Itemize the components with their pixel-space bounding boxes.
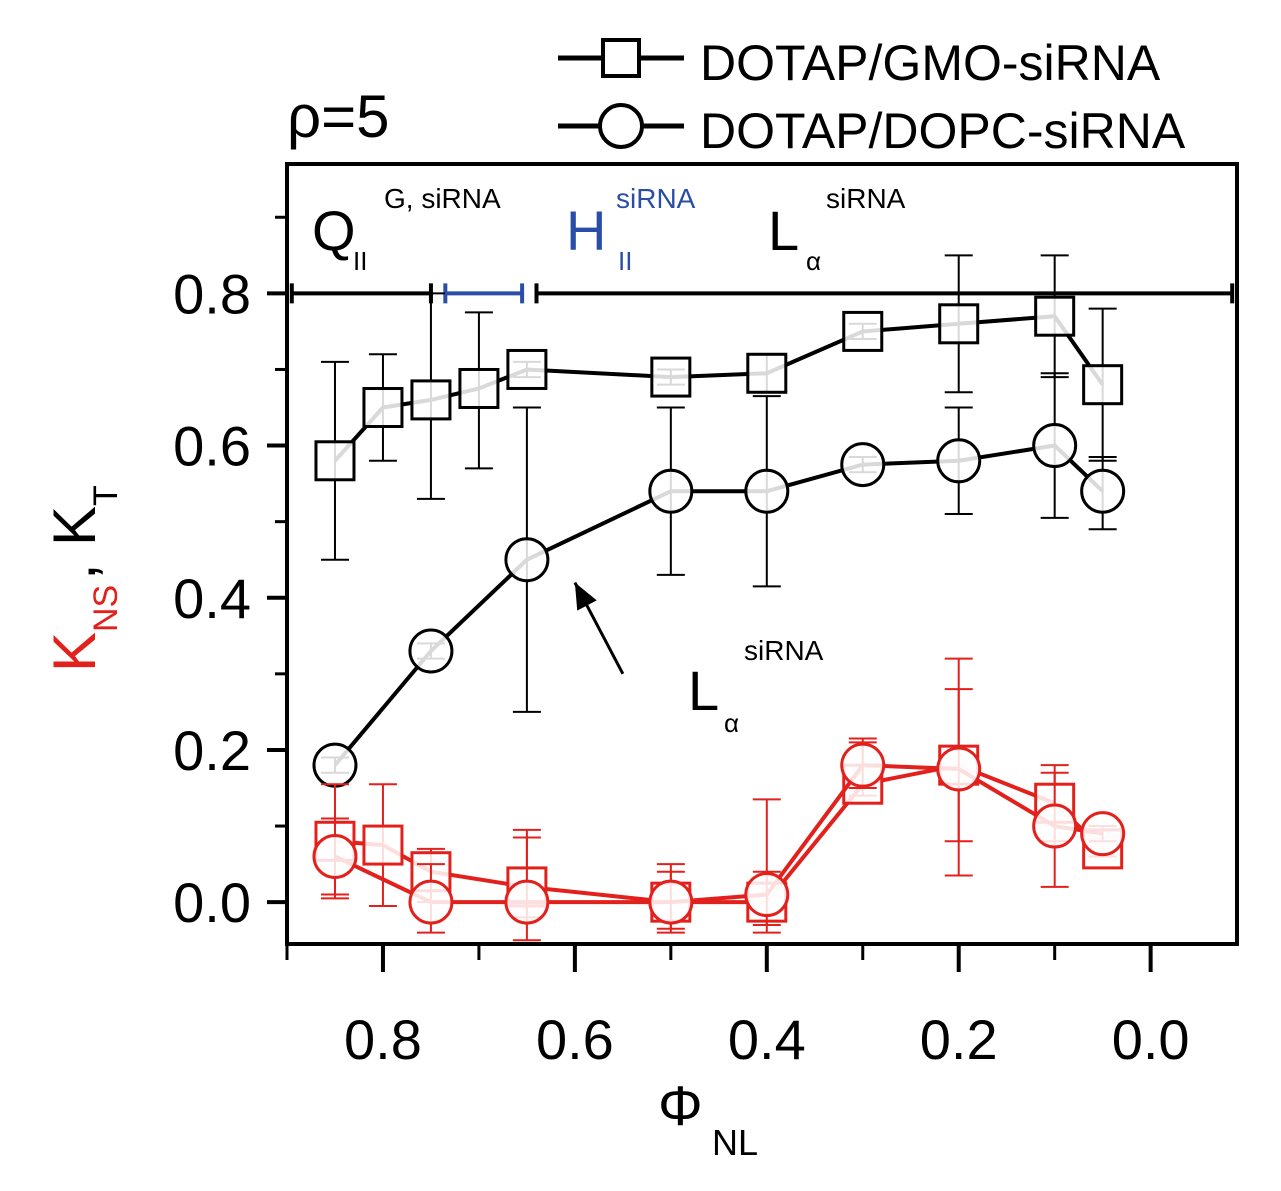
circle-marker xyxy=(504,879,550,925)
circle-marker-icon xyxy=(598,103,644,149)
square-marker xyxy=(362,824,404,866)
svg-text:NS: NS xyxy=(87,585,125,632)
circle-marker xyxy=(1080,811,1126,857)
annotation-label: L α siRNA xyxy=(688,635,824,738)
x-axis-label: Φ NL xyxy=(658,1074,758,1163)
legend-label-dopc: DOTAP/DOPC-siRNA xyxy=(700,103,1186,159)
x-tick-label: 0.4 xyxy=(728,1008,806,1071)
chart-title: ρ=5 xyxy=(287,83,390,150)
legend-entry-dopc: DOTAP/DOPC-siRNA xyxy=(558,103,1186,159)
square-marker xyxy=(1082,364,1124,406)
y-tick-label: 0.2 xyxy=(173,719,251,782)
circle-marker xyxy=(648,879,694,925)
svg-text:T: T xyxy=(87,485,125,506)
svg-text:α: α xyxy=(806,246,821,276)
phase-label-l: L α siRNA xyxy=(768,183,906,276)
y-tick-label: 0.8 xyxy=(173,262,251,325)
circle-marker xyxy=(936,438,982,484)
svg-text:L: L xyxy=(688,659,719,722)
circle-marker xyxy=(408,879,454,925)
svg-text:II: II xyxy=(618,246,632,276)
arrow-head-icon xyxy=(574,582,597,611)
series-1 xyxy=(312,372,1126,788)
square-marker-icon xyxy=(601,38,641,78)
square-marker xyxy=(362,387,404,429)
svg-text:NL: NL xyxy=(712,1122,758,1163)
svg-text:Φ: Φ xyxy=(658,1074,703,1137)
circle-marker xyxy=(1032,803,1078,849)
x-tick-label: 0.2 xyxy=(920,1008,998,1071)
square-marker xyxy=(842,310,884,352)
svg-text:siRNA: siRNA xyxy=(826,183,906,214)
circle-marker xyxy=(936,746,982,792)
circle-marker xyxy=(1032,423,1078,469)
series-line xyxy=(334,763,1105,905)
legend-label-gmo: DOTAP/GMO-siRNA xyxy=(700,35,1161,91)
square-marker xyxy=(314,440,356,482)
svg-text:α: α xyxy=(724,708,739,738)
x-tick-label: 0.6 xyxy=(536,1008,614,1071)
svg-text:,: , xyxy=(41,563,108,580)
circle-marker xyxy=(744,468,790,514)
svg-text:L: L xyxy=(768,199,799,262)
square-marker xyxy=(650,356,692,398)
y-tick-label: 0.6 xyxy=(173,415,251,478)
circle-marker xyxy=(648,468,694,514)
circle-marker xyxy=(504,537,550,583)
axis-ticks: 0.8 0.6 0.4 0.2 0.0 0.0 0.2 0.4 0.6 0.8 xyxy=(173,215,1190,1071)
square-marker xyxy=(506,348,548,390)
circle-marker xyxy=(840,742,886,788)
y-tick-label: 0.4 xyxy=(173,567,251,630)
x-tick-label: 0.0 xyxy=(1112,1008,1190,1071)
y-axis-label: K NS , K T xyxy=(41,485,125,672)
circle-marker xyxy=(312,833,358,879)
legend-entry-gmo: DOTAP/GMO-siRNA xyxy=(558,35,1161,91)
svg-text:K: K xyxy=(41,632,108,672)
svg-text:II: II xyxy=(353,246,367,276)
svg-text:Q: Q xyxy=(312,199,356,262)
legend: DOTAP/GMO-siRNA DOTAP/DOPC-siRNA xyxy=(558,35,1186,159)
square-marker xyxy=(746,352,788,394)
plot-frame xyxy=(285,162,1239,946)
circle-marker xyxy=(408,628,454,674)
square-marker xyxy=(458,367,500,409)
series-0 xyxy=(314,254,1124,561)
series-3 xyxy=(312,657,1126,942)
phase-label-h: H II siRNA xyxy=(566,183,696,276)
circle-marker xyxy=(1080,468,1126,514)
y-tick-label: 0.0 xyxy=(173,871,251,934)
circle-marker xyxy=(840,442,886,488)
svg-text:siRNA: siRNA xyxy=(744,635,824,666)
square-marker xyxy=(410,379,452,421)
phase-label-q: Q II G, siRNA xyxy=(312,183,501,276)
square-marker xyxy=(938,303,980,345)
svg-text:K: K xyxy=(41,506,108,546)
circle-marker xyxy=(744,872,790,918)
svg-text:H: H xyxy=(566,199,606,262)
x-tick-label: 0.8 xyxy=(344,1008,422,1071)
annotation-arrow xyxy=(573,581,625,675)
series-layer xyxy=(312,254,1126,942)
svg-text:siRNA: siRNA xyxy=(616,183,696,214)
square-marker xyxy=(1034,295,1076,337)
circle-marker xyxy=(312,742,358,788)
svg-text:G, siRNA: G, siRNA xyxy=(384,183,501,214)
